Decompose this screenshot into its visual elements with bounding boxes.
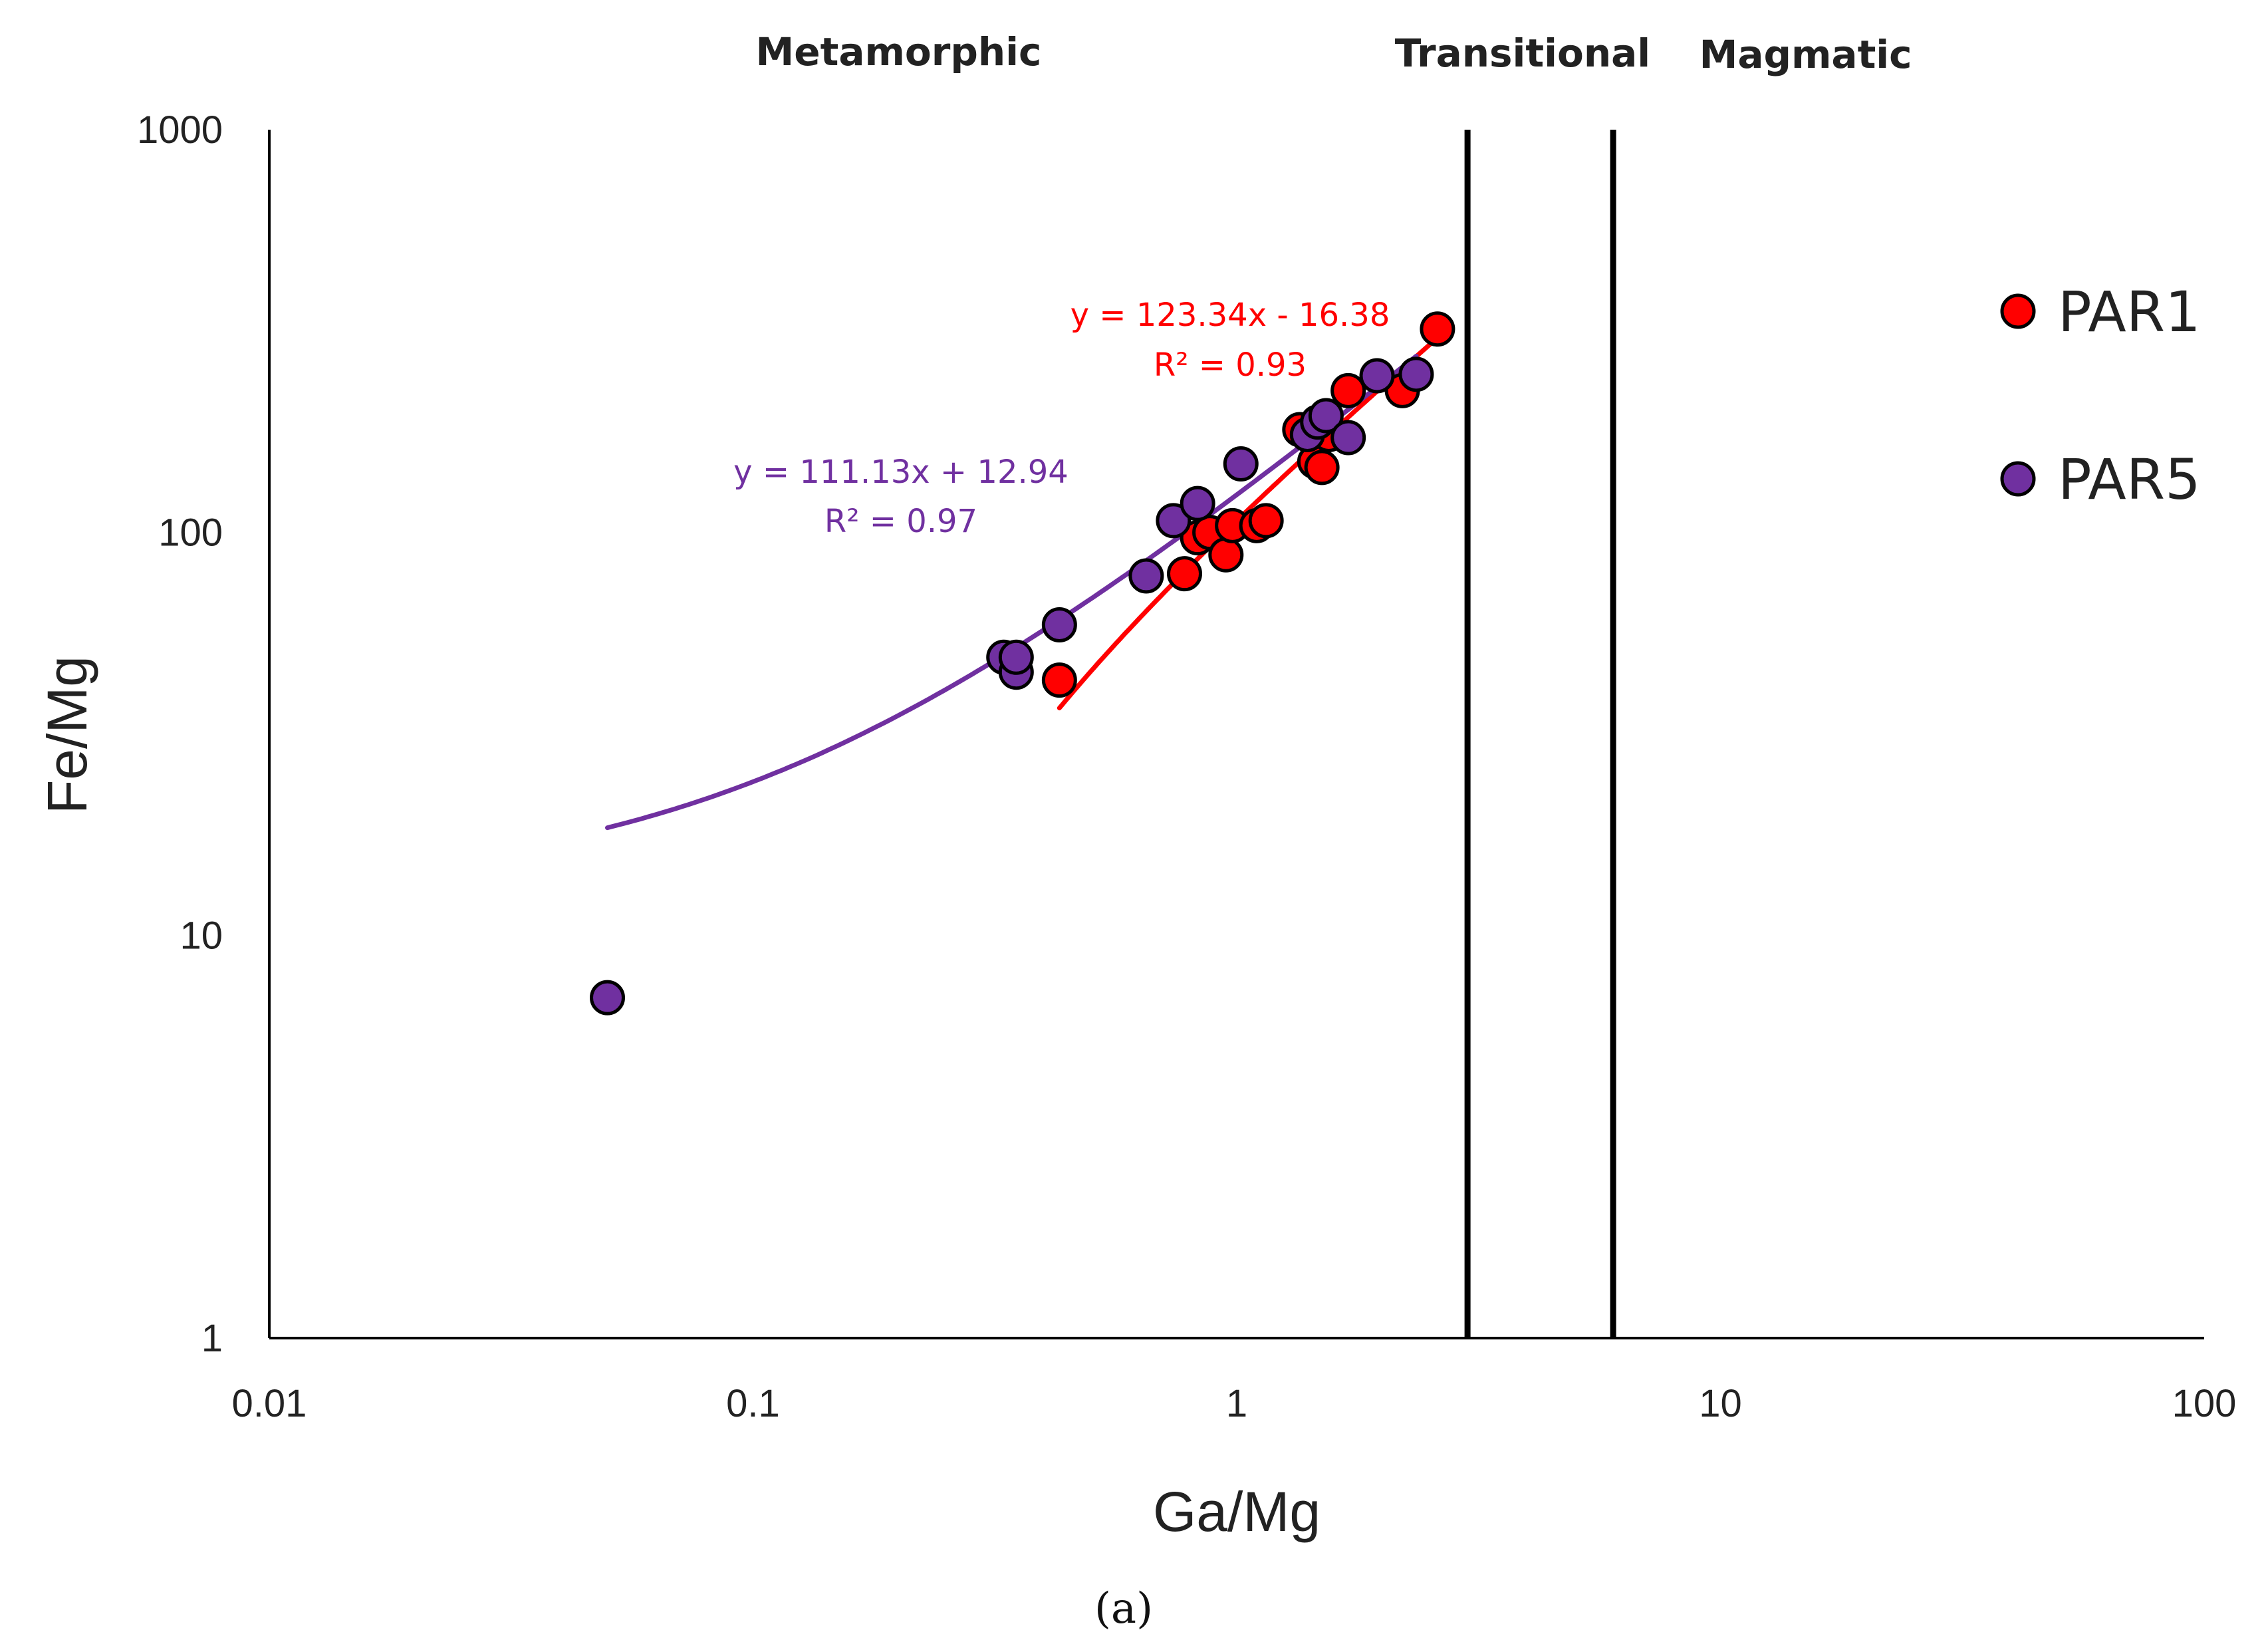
legend-marker-par5 bbox=[2000, 461, 2036, 497]
point-par5 bbox=[1041, 607, 1077, 642]
x-tick-label: 0.1 bbox=[726, 1382, 780, 1425]
x-tick-label: 0.01 bbox=[232, 1382, 307, 1425]
trend-r2-par5: R² = 0.97 bbox=[824, 503, 977, 540]
legend-marker-par1 bbox=[2000, 293, 2036, 329]
y-tick-label: 100 bbox=[158, 511, 223, 555]
x-tick-labels: 0.01 0.1 1 10 100 bbox=[232, 1382, 2237, 1425]
trend-equations: y = 123.34x - 16.38 R² = 0.93 y = 111.13x … bbox=[733, 297, 1390, 540]
point-par5 bbox=[1359, 358, 1395, 394]
region-labels: Metamorphic Transitional Magmatic bbox=[756, 29, 1912, 77]
trend-equation-par1: y = 123.34x - 16.38 bbox=[1071, 297, 1390, 334]
boundary-lines bbox=[1464, 130, 1616, 1338]
point-par5 bbox=[590, 980, 626, 1016]
point-par5 bbox=[1180, 485, 1215, 521]
y-tick-labels: 1 10 100 1000 bbox=[137, 108, 223, 1360]
point-par1 bbox=[1208, 537, 1244, 573]
region-label: Transitional bbox=[1395, 31, 1650, 76]
legend-label-par1: PAR1 bbox=[2058, 279, 2201, 344]
y-tick-label: 10 bbox=[180, 914, 223, 957]
point-par1 bbox=[1330, 372, 1366, 408]
x-tick-label: 1 bbox=[1226, 1382, 1247, 1425]
point-par1 bbox=[1420, 311, 1455, 347]
axes bbox=[268, 130, 2204, 1339]
data-points bbox=[590, 311, 1455, 1016]
x-tick-label: 100 bbox=[2172, 1382, 2237, 1425]
trend-r2-par1: R² = 0.93 bbox=[1154, 346, 1307, 384]
trend-equation-par5: y = 111.13x + 12.94 bbox=[733, 454, 1069, 491]
y-axis-title: Fe/Mg bbox=[36, 656, 98, 814]
point-par5 bbox=[1330, 420, 1366, 456]
point-par5 bbox=[998, 639, 1034, 675]
point-par5 bbox=[1308, 398, 1344, 434]
region-label: Magmatic bbox=[1700, 32, 1912, 77]
point-par5 bbox=[1128, 558, 1164, 594]
region-label: Metamorphic bbox=[756, 29, 1042, 74]
x-axis-title: Ga/Mg bbox=[1153, 1480, 1321, 1543]
point-par1 bbox=[1166, 556, 1202, 592]
point-par5 bbox=[1398, 356, 1434, 392]
point-par5 bbox=[1156, 503, 1192, 539]
point-par5 bbox=[1223, 446, 1259, 482]
point-par1 bbox=[1248, 503, 1284, 539]
figure-caption: (a) bbox=[1094, 1584, 1153, 1633]
point-par1 bbox=[1304, 450, 1340, 485]
legend-label-par5: PAR5 bbox=[2058, 447, 2201, 512]
point-par1 bbox=[1041, 662, 1077, 698]
x-tick-label: 10 bbox=[1699, 1382, 1742, 1425]
y-tick-label: 1 bbox=[201, 1317, 223, 1360]
legend: PAR1 PAR5 bbox=[2000, 279, 2201, 512]
trendline-par1 bbox=[1057, 335, 1440, 711]
y-tick-label: 1000 bbox=[137, 108, 223, 152]
